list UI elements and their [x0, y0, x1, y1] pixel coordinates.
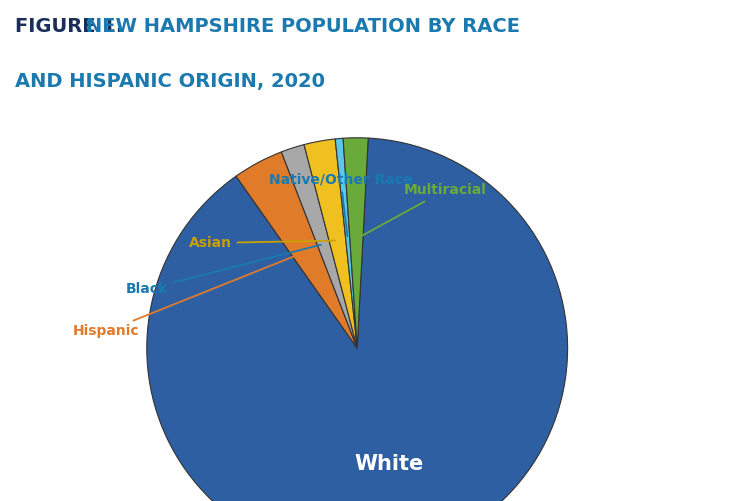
Wedge shape: [281, 145, 357, 348]
Text: Asian: Asian: [189, 236, 335, 250]
Wedge shape: [147, 138, 568, 501]
Text: White: White: [354, 454, 423, 474]
Text: NEW HAMPSHIRE POPULATION BY RACE: NEW HAMPSHIRE POPULATION BY RACE: [86, 17, 520, 36]
Text: AND HISPANIC ORIGIN, 2020: AND HISPANIC ORIGIN, 2020: [15, 72, 325, 91]
Text: Multiracial: Multiracial: [359, 183, 487, 237]
Wedge shape: [236, 152, 357, 348]
Wedge shape: [343, 138, 368, 348]
Text: Hispanic: Hispanic: [73, 253, 303, 338]
Text: FIGURE 1.: FIGURE 1.: [15, 17, 130, 36]
Wedge shape: [335, 138, 357, 348]
Wedge shape: [304, 139, 357, 348]
Text: Native/Other Race: Native/Other Race: [268, 173, 412, 236]
Text: Black: Black: [126, 245, 321, 296]
